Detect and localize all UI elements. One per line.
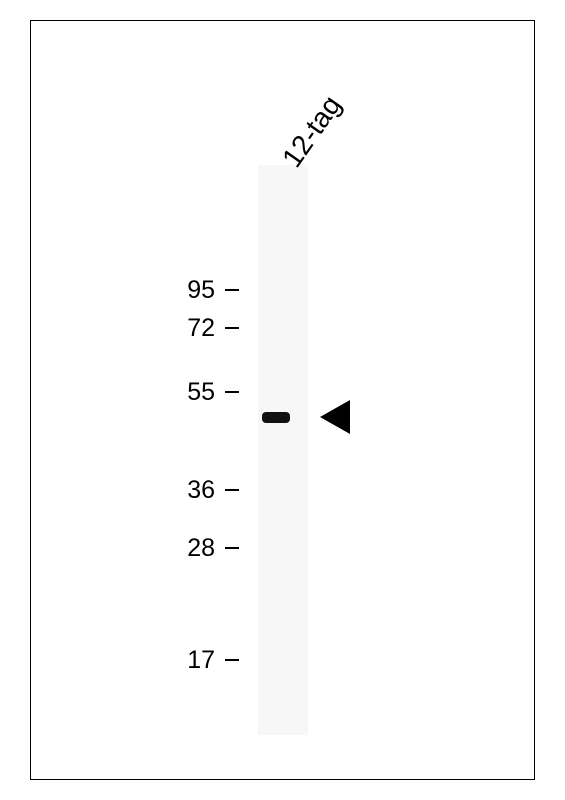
mw-tick [225, 289, 239, 291]
mw-tick [225, 489, 239, 491]
mw-label: 95 [155, 276, 215, 305]
mw-tick [225, 659, 239, 661]
mw-label: 72 [155, 314, 215, 343]
blot-lane [258, 165, 308, 735]
mw-tick [225, 391, 239, 393]
mw-label: 36 [155, 476, 215, 505]
mw-label: 28 [155, 534, 215, 563]
mw-label: 17 [155, 646, 215, 675]
band-arrow-icon [320, 400, 350, 434]
mw-label: 55 [155, 378, 215, 407]
band [262, 412, 290, 423]
mw-tick [225, 547, 239, 549]
mw-tick [225, 327, 239, 329]
